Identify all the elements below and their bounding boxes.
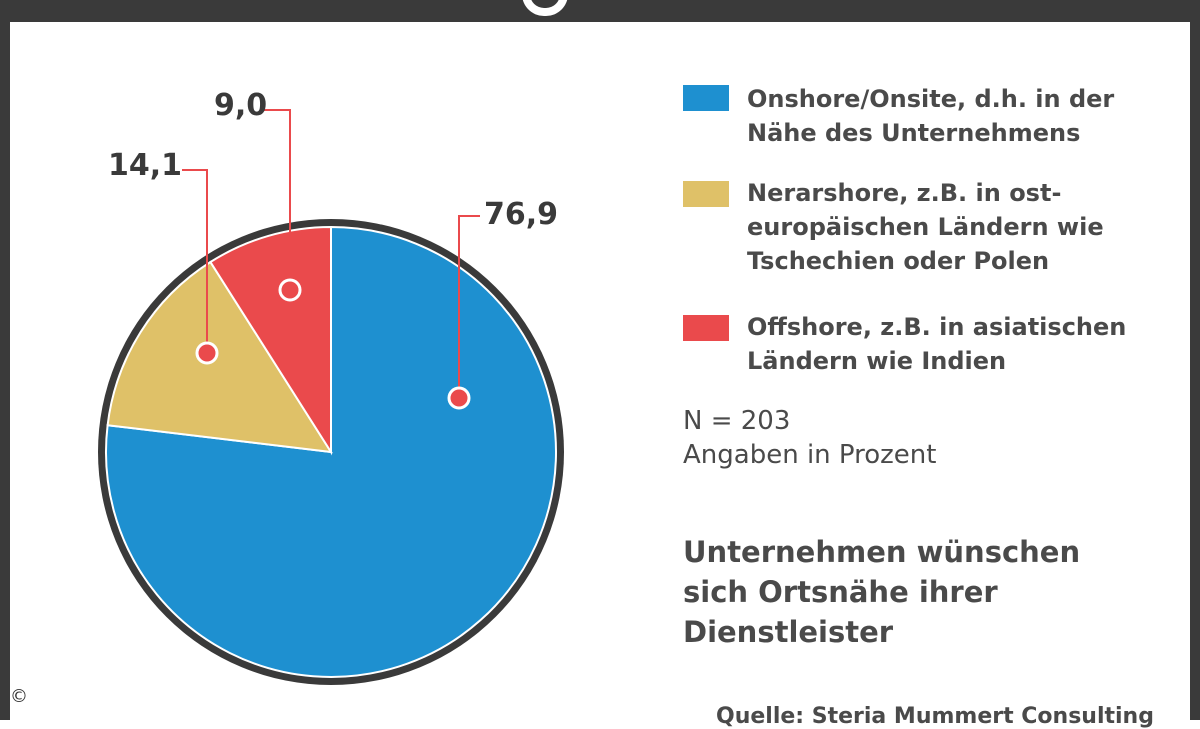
- header-band: [0, 0, 1200, 22]
- callout-dot: [278, 278, 302, 302]
- pie-slice: [105, 225, 557, 678]
- legend-line: Tschechien oder Polen: [747, 247, 1050, 275]
- legend-line: Onshore/Onsite, d.h. in der: [747, 85, 1115, 113]
- legend-swatch-nearshore: [683, 181, 729, 207]
- callout-leader: [458, 215, 480, 398]
- headline-line: Dienstleister: [683, 615, 894, 649]
- frame-right: [1190, 0, 1200, 720]
- callout-dot: [447, 386, 471, 410]
- legend-label-onshore: Onshore/Onsite, d.h. in der Nähe des Unt…: [747, 82, 1147, 150]
- legend-line: europäischen Ländern wie: [747, 213, 1104, 241]
- legend-line: Nähe des Unternehmens: [747, 119, 1081, 147]
- legend-label-offshore: Offshore, z.B. in asiatischen Ländern wi…: [747, 310, 1147, 378]
- callout-leader: [182, 169, 208, 353]
- headline-line: sich Ortsnähe ihrer: [683, 575, 998, 609]
- copyright-mark: ©: [10, 686, 28, 707]
- unit-note: Angaben in Prozent: [683, 440, 937, 470]
- headline-line: Unternehmen wünschen: [683, 535, 1081, 569]
- pie-data-label: 76,9: [484, 197, 558, 232]
- callout-leader: [263, 109, 291, 290]
- pie-slice: [106, 260, 333, 454]
- legend-line: Nerarshore, z.B. in ost-: [747, 179, 1062, 207]
- legend-swatch-onshore: [683, 85, 729, 111]
- sample-size: N = 203: [683, 406, 791, 436]
- headline: Unternehmen wünschen sich Ortsnähe ihrer…: [683, 532, 1153, 652]
- legend-line: Offshore, z.B. in asiatischen: [747, 313, 1127, 341]
- frame-left: [0, 0, 10, 720]
- pie-slice: [209, 225, 332, 456]
- pie-data-label: 14,1: [108, 148, 182, 183]
- source-credit: Quelle: Steria Mummert Consulting: [716, 704, 1154, 729]
- callout-dot: [195, 341, 219, 365]
- legend-label-nearshore: Nerarshore, z.B. in ost- europäischen Lä…: [747, 176, 1147, 278]
- legend-line: Ländern wie Indien: [747, 347, 1007, 375]
- pie-data-label: 9,0: [214, 88, 267, 123]
- legend-swatch-offshore: [683, 315, 729, 341]
